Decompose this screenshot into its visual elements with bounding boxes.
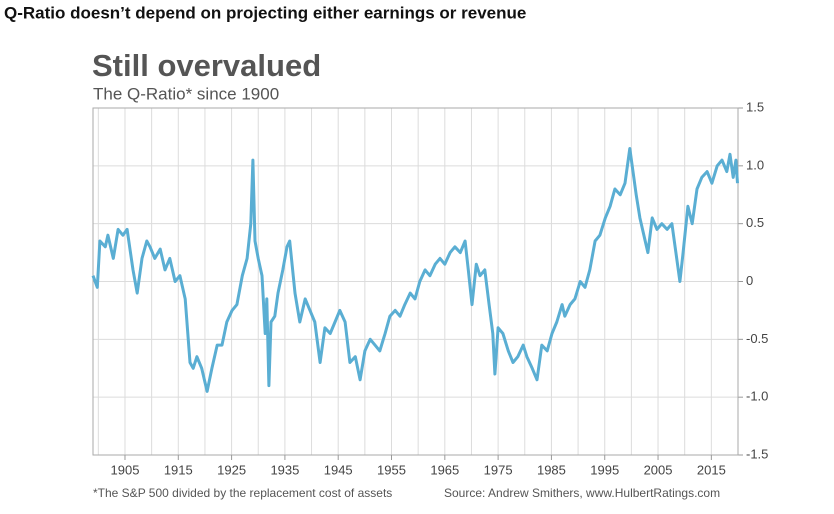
x-tick-label: 2005 bbox=[644, 462, 673, 477]
y-tick-label: 1.0 bbox=[746, 157, 764, 172]
x-tick-label: 1995 bbox=[590, 462, 619, 477]
chart-title: Still overvalued bbox=[92, 48, 321, 83]
x-tick-label: 1985 bbox=[537, 462, 566, 477]
x-tick-label: 1975 bbox=[484, 462, 513, 477]
x-tick-label: 1945 bbox=[324, 462, 353, 477]
y-tick-label: 1.5 bbox=[746, 99, 764, 114]
headline: Q-Ratio doesn’t depend on projecting eit… bbox=[4, 3, 526, 22]
y-tick-label: 0 bbox=[746, 273, 753, 288]
data-line bbox=[91, 147, 739, 393]
y-tick-label: -1.0 bbox=[746, 389, 768, 404]
x-tick-label: 1915 bbox=[164, 462, 193, 477]
footnote: *The S&P 500 divided by the replacement … bbox=[93, 486, 392, 500]
x-tick-label: 1955 bbox=[377, 462, 406, 477]
plot-frame bbox=[92, 107, 739, 456]
x-tick-label: 1935 bbox=[270, 462, 299, 477]
x-tick-label: 1905 bbox=[111, 462, 140, 477]
y-tick-label: 0.5 bbox=[746, 215, 764, 230]
y-tick-label: -1.5 bbox=[746, 446, 768, 461]
chart-subtitle: The Q-Ratio* since 1900 bbox=[93, 84, 279, 103]
x-tick-label: 1965 bbox=[430, 462, 459, 477]
x-tick-label: 2015 bbox=[697, 462, 726, 477]
source: Source: Andrew Smithers, www.HulbertRati… bbox=[444, 486, 720, 500]
y-tick-label: -0.5 bbox=[746, 331, 768, 346]
x-tick-label: 1925 bbox=[217, 462, 246, 477]
